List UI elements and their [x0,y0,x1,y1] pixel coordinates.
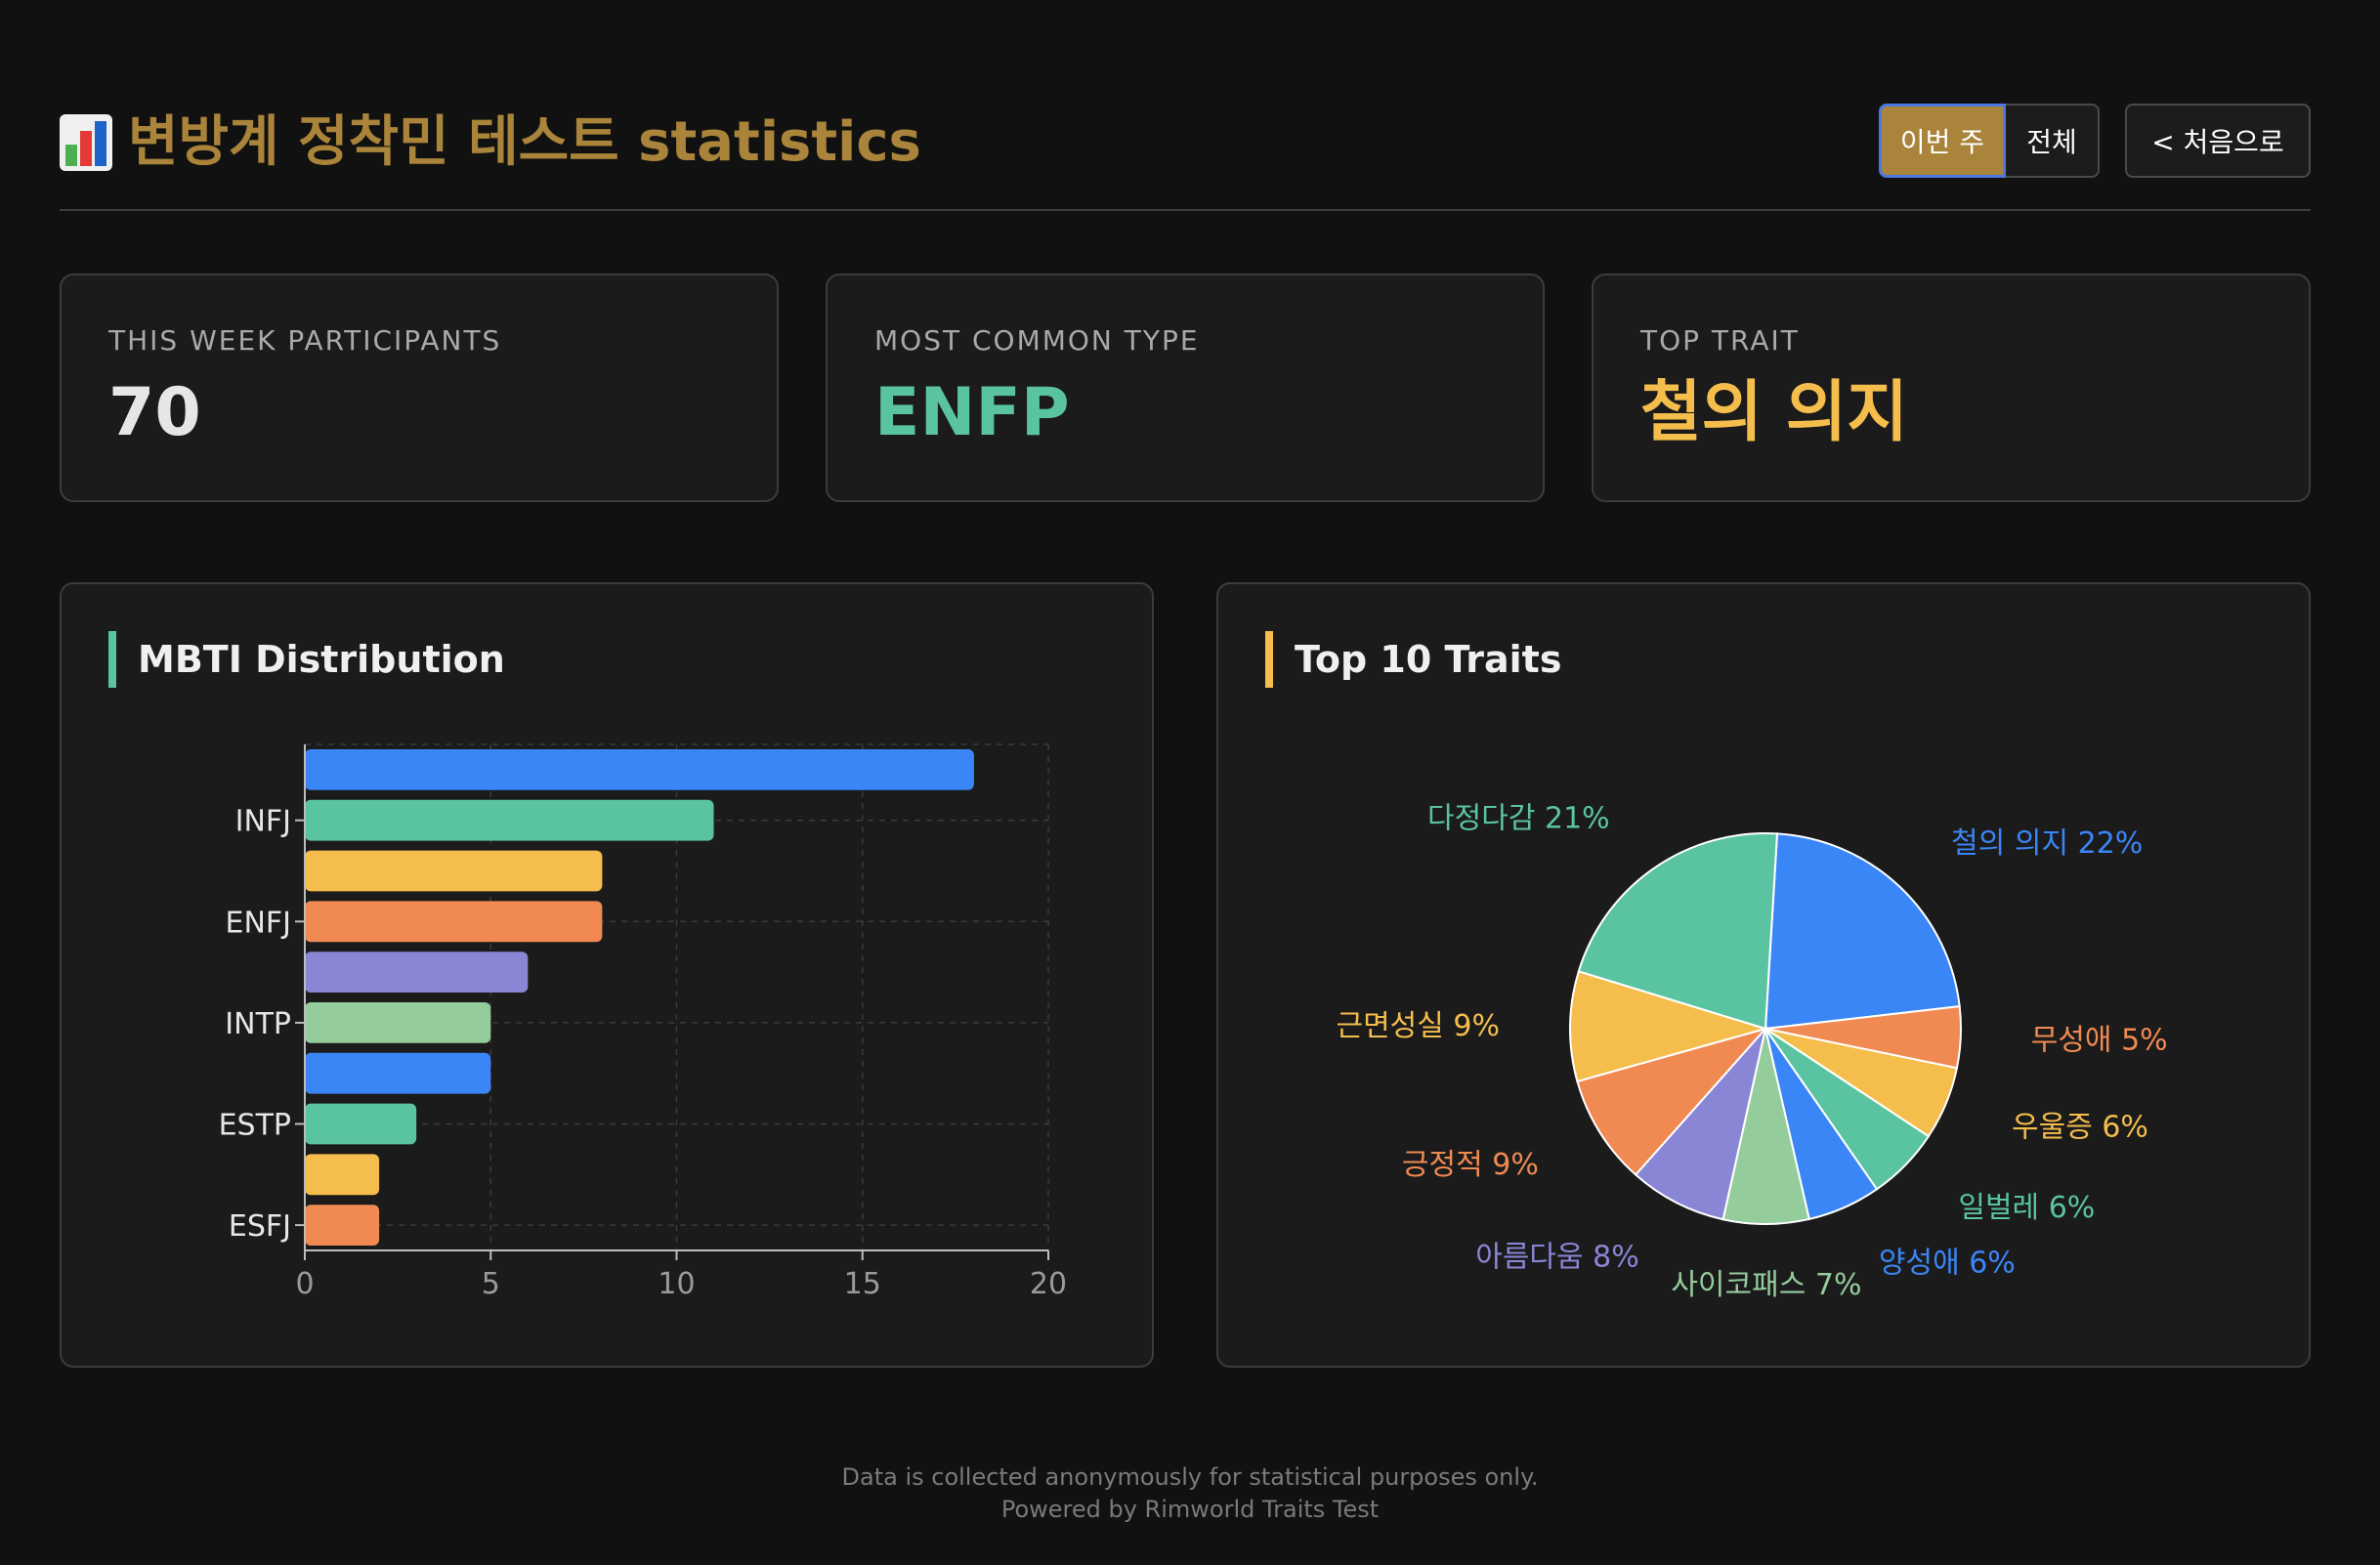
y-tick-label: INFJ [235,805,291,839]
bar [305,850,603,892]
pie-slice-label: 철의 의지 22% [1951,826,2143,861]
bar [305,749,974,790]
pie-slice-label: 양성애 6% [1879,1247,2016,1281]
page-title-text: 변방계 정착민 테스트 statistics [128,110,921,174]
stat-card-value: 철의 의지 [1640,374,1908,451]
pie-slice [1577,832,1779,1031]
y-tick-label: INTP [225,1007,291,1041]
pie-slice [1576,1027,1769,1176]
pie-slice [1569,970,1769,1083]
bar [305,799,714,841]
home-button-wrap: < 처음으로 [2125,104,2311,178]
bar [305,1103,417,1145]
pie-slice [1634,1025,1767,1221]
stat-card-value: ENFP [874,374,1070,451]
pie-slice-label: 근면성실 9% [1336,1009,1500,1043]
stat-card-label: TOP TRAIT [1640,324,1800,357]
y-tick-label: ESTP [219,1109,291,1143]
stat-card-label: THIS WEEK PARTICIPANTS [108,324,502,357]
bar [305,952,529,993]
pie-slice-label: 우울증 6% [2012,1110,2148,1144]
pie-slice-label: 긍정적 9% [1402,1148,1539,1182]
bar-chart-icon [60,114,112,171]
bar [305,1154,380,1196]
bar [305,1052,491,1094]
stat-card-label: MOST COMMON TYPE [874,324,1200,357]
x-tick-label: 20 [1030,1267,1067,1301]
all-time-button[interactable]: 전체 [2006,104,2100,178]
footer-credit: Powered by Rimworld Traits Test [1000,1496,1380,1523]
pie-slice-label: 아름다움 8% [1475,1240,1639,1274]
back-to-start-button[interactable]: < 처음으로 [2125,104,2311,178]
y-tick-label: ESFJ [229,1209,291,1244]
mbti-distribution-panel: MBTI Distribution INFJ ENFJ INTP ESTP ESFJ 0 5… [60,582,1154,1368]
period-toggle: 이번 주 전체 [1879,104,2100,178]
top-traits-panel: Top 10 Traits 철의 의지 22% 무성애 5% 우울증 6% 일벌레 6… [1216,582,2311,1368]
stat-card-value: 70 [108,374,201,451]
x-tick-label: 0 [295,1267,314,1301]
x-tick-label: 10 [658,1267,695,1301]
traits-pie-chart: 철의 의지 22% 무성애 5% 우울증 6% 일벌레 6% 양성애 6% 사이코패스 7… [1336,802,2168,1302]
footer: Data is collected anonymously for statis… [0,1461,2380,1526]
panel-title: MBTI Distribution [108,631,505,688]
pie-slice-label: 무성애 5% [2031,1024,2168,1058]
header: 변방계 정착민 테스트 statistics 이번 주 전체 < 처음으로 [60,98,2311,211]
pie-slice [1764,832,1961,1031]
this-week-button[interactable]: 이번 주 [1879,104,2006,178]
x-tick-label: 15 [844,1267,881,1301]
panel-title: Top 10 Traits [1265,631,1561,688]
y-tick-label: ENFJ [226,906,292,940]
stat-card-top-trait: TOP TRAIT 철의 의지 [1592,274,2311,502]
page-title: 변방계 정착민 테스트 statistics [60,104,921,182]
bar [305,901,603,943]
stat-card-common-type: MOST COMMON TYPE ENFP [826,274,1545,502]
pie-slice-label: 일벌레 6% [1958,1191,2095,1225]
stat-card-participants: THIS WEEK PARTICIPANTS 70 [60,274,779,502]
footer-note: Data is collected anonymously for statis… [841,1463,1539,1491]
bar [305,1205,380,1246]
bar [305,1002,491,1043]
pie-slice-label: 사이코패스 7% [1671,1268,1861,1302]
pie-slice-label: 다정다감 21% [1427,802,1610,836]
x-tick-label: 5 [482,1267,500,1301]
